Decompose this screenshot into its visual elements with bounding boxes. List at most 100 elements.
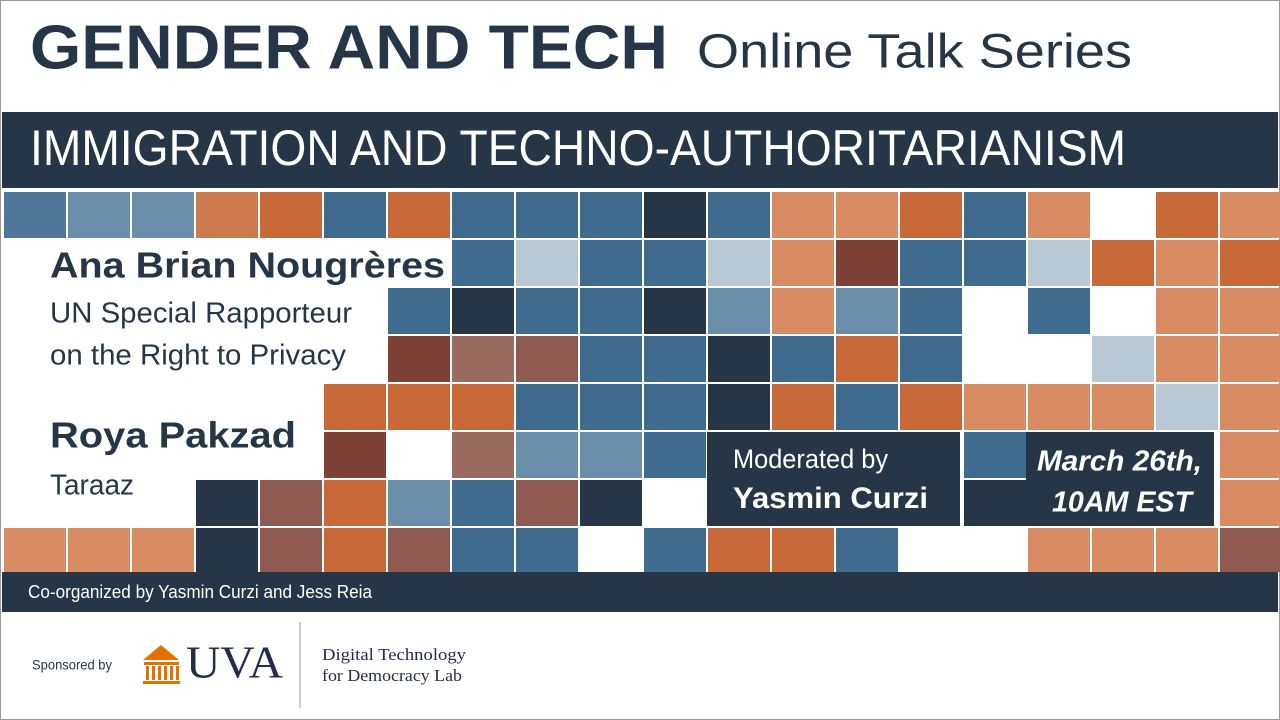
- moderator-name: Yasmin Curzi: [733, 482, 928, 515]
- tile: [644, 240, 706, 286]
- tile: [1092, 336, 1154, 382]
- speaker-role: UN Special Rapporteur: [50, 298, 352, 330]
- lab-name: for Democracy Lab: [322, 666, 462, 685]
- tile: [644, 192, 706, 238]
- tile: [452, 528, 514, 572]
- tile: [1028, 192, 1090, 238]
- subtitle: Online Talk Series: [697, 26, 1132, 79]
- tile: [964, 480, 1026, 526]
- tile: [452, 384, 514, 430]
- tile: [836, 192, 898, 238]
- tile: [1156, 240, 1218, 286]
- tile: [1220, 192, 1280, 238]
- tile: [516, 384, 578, 430]
- tile: [580, 336, 642, 382]
- tile: [900, 288, 962, 334]
- tile: [1156, 384, 1218, 430]
- tile: [1220, 432, 1280, 478]
- tile: [452, 432, 514, 478]
- tile: [644, 288, 706, 334]
- tile: [1220, 336, 1280, 382]
- tile: [516, 480, 578, 526]
- tile: [1092, 384, 1154, 430]
- tile: [68, 528, 130, 572]
- tile: [580, 192, 642, 238]
- tile: [836, 288, 898, 334]
- tile: [708, 528, 770, 572]
- mosaic: [4, 192, 1280, 572]
- tile: [388, 288, 450, 334]
- speaker-name: Ana Brian Nougrères: [50, 245, 445, 286]
- tile: [900, 384, 962, 430]
- tile: [196, 480, 258, 526]
- sponsor-label: Sponsored by: [32, 657, 112, 673]
- speaker-role: on the Right to Privacy: [50, 340, 346, 372]
- tile: [708, 384, 770, 430]
- tile: [1156, 528, 1218, 572]
- banner-title: IMMIGRATION AND TECHNO-AUTHORITARIANISM: [30, 120, 1126, 176]
- tile: [388, 384, 450, 430]
- tile: [388, 192, 450, 238]
- tile: [836, 336, 898, 382]
- tile: [708, 336, 770, 382]
- tile: [452, 288, 514, 334]
- tile: [4, 192, 66, 238]
- tile: [772, 288, 834, 334]
- tile: [644, 432, 706, 478]
- tile: [1220, 480, 1280, 526]
- tile: [708, 288, 770, 334]
- tile: [516, 192, 578, 238]
- speaker-role: Taraaz: [50, 470, 134, 502]
- tile: [452, 480, 514, 526]
- tile: [580, 384, 642, 430]
- tile: [324, 480, 386, 526]
- tile: [388, 480, 450, 526]
- tile: [516, 288, 578, 334]
- tile: [516, 240, 578, 286]
- tile: [772, 384, 834, 430]
- tile: [900, 240, 962, 286]
- tile: [1220, 240, 1280, 286]
- tile: [836, 528, 898, 572]
- tile: [132, 528, 194, 572]
- tile: [580, 288, 642, 334]
- title: GENDER AND TECH: [30, 13, 668, 82]
- tile: [260, 192, 322, 238]
- time: 10AM EST: [1052, 487, 1194, 519]
- tile: [68, 192, 130, 238]
- tile: [964, 384, 1026, 430]
- tile: [644, 528, 706, 572]
- tile: [388, 528, 450, 572]
- tile: [580, 432, 642, 478]
- tile: [516, 432, 578, 478]
- tile: [836, 240, 898, 286]
- tile: [452, 336, 514, 382]
- tile: [1220, 384, 1280, 430]
- tile: [132, 192, 194, 238]
- tile: [708, 240, 770, 286]
- tile: [4, 528, 66, 572]
- tile: [516, 336, 578, 382]
- tile: [900, 192, 962, 238]
- tile: [900, 336, 962, 382]
- tile: [1092, 240, 1154, 286]
- tile: [324, 192, 386, 238]
- tile: [1028, 528, 1090, 572]
- footer-bar: [2, 572, 1278, 612]
- tile: [1220, 288, 1280, 334]
- tile: [644, 384, 706, 430]
- tile: [1156, 288, 1218, 334]
- tile: [772, 192, 834, 238]
- uva-logo: UVA: [186, 637, 283, 688]
- tile: [516, 528, 578, 572]
- tile: [964, 240, 1026, 286]
- tile: [452, 240, 514, 286]
- tile: [1156, 336, 1218, 382]
- tile: [260, 528, 322, 572]
- moderator-label: Moderated by: [733, 444, 888, 474]
- tile: [1220, 528, 1280, 572]
- tile: [324, 384, 386, 430]
- tile: [196, 528, 258, 572]
- rotunda-icon: [143, 645, 180, 684]
